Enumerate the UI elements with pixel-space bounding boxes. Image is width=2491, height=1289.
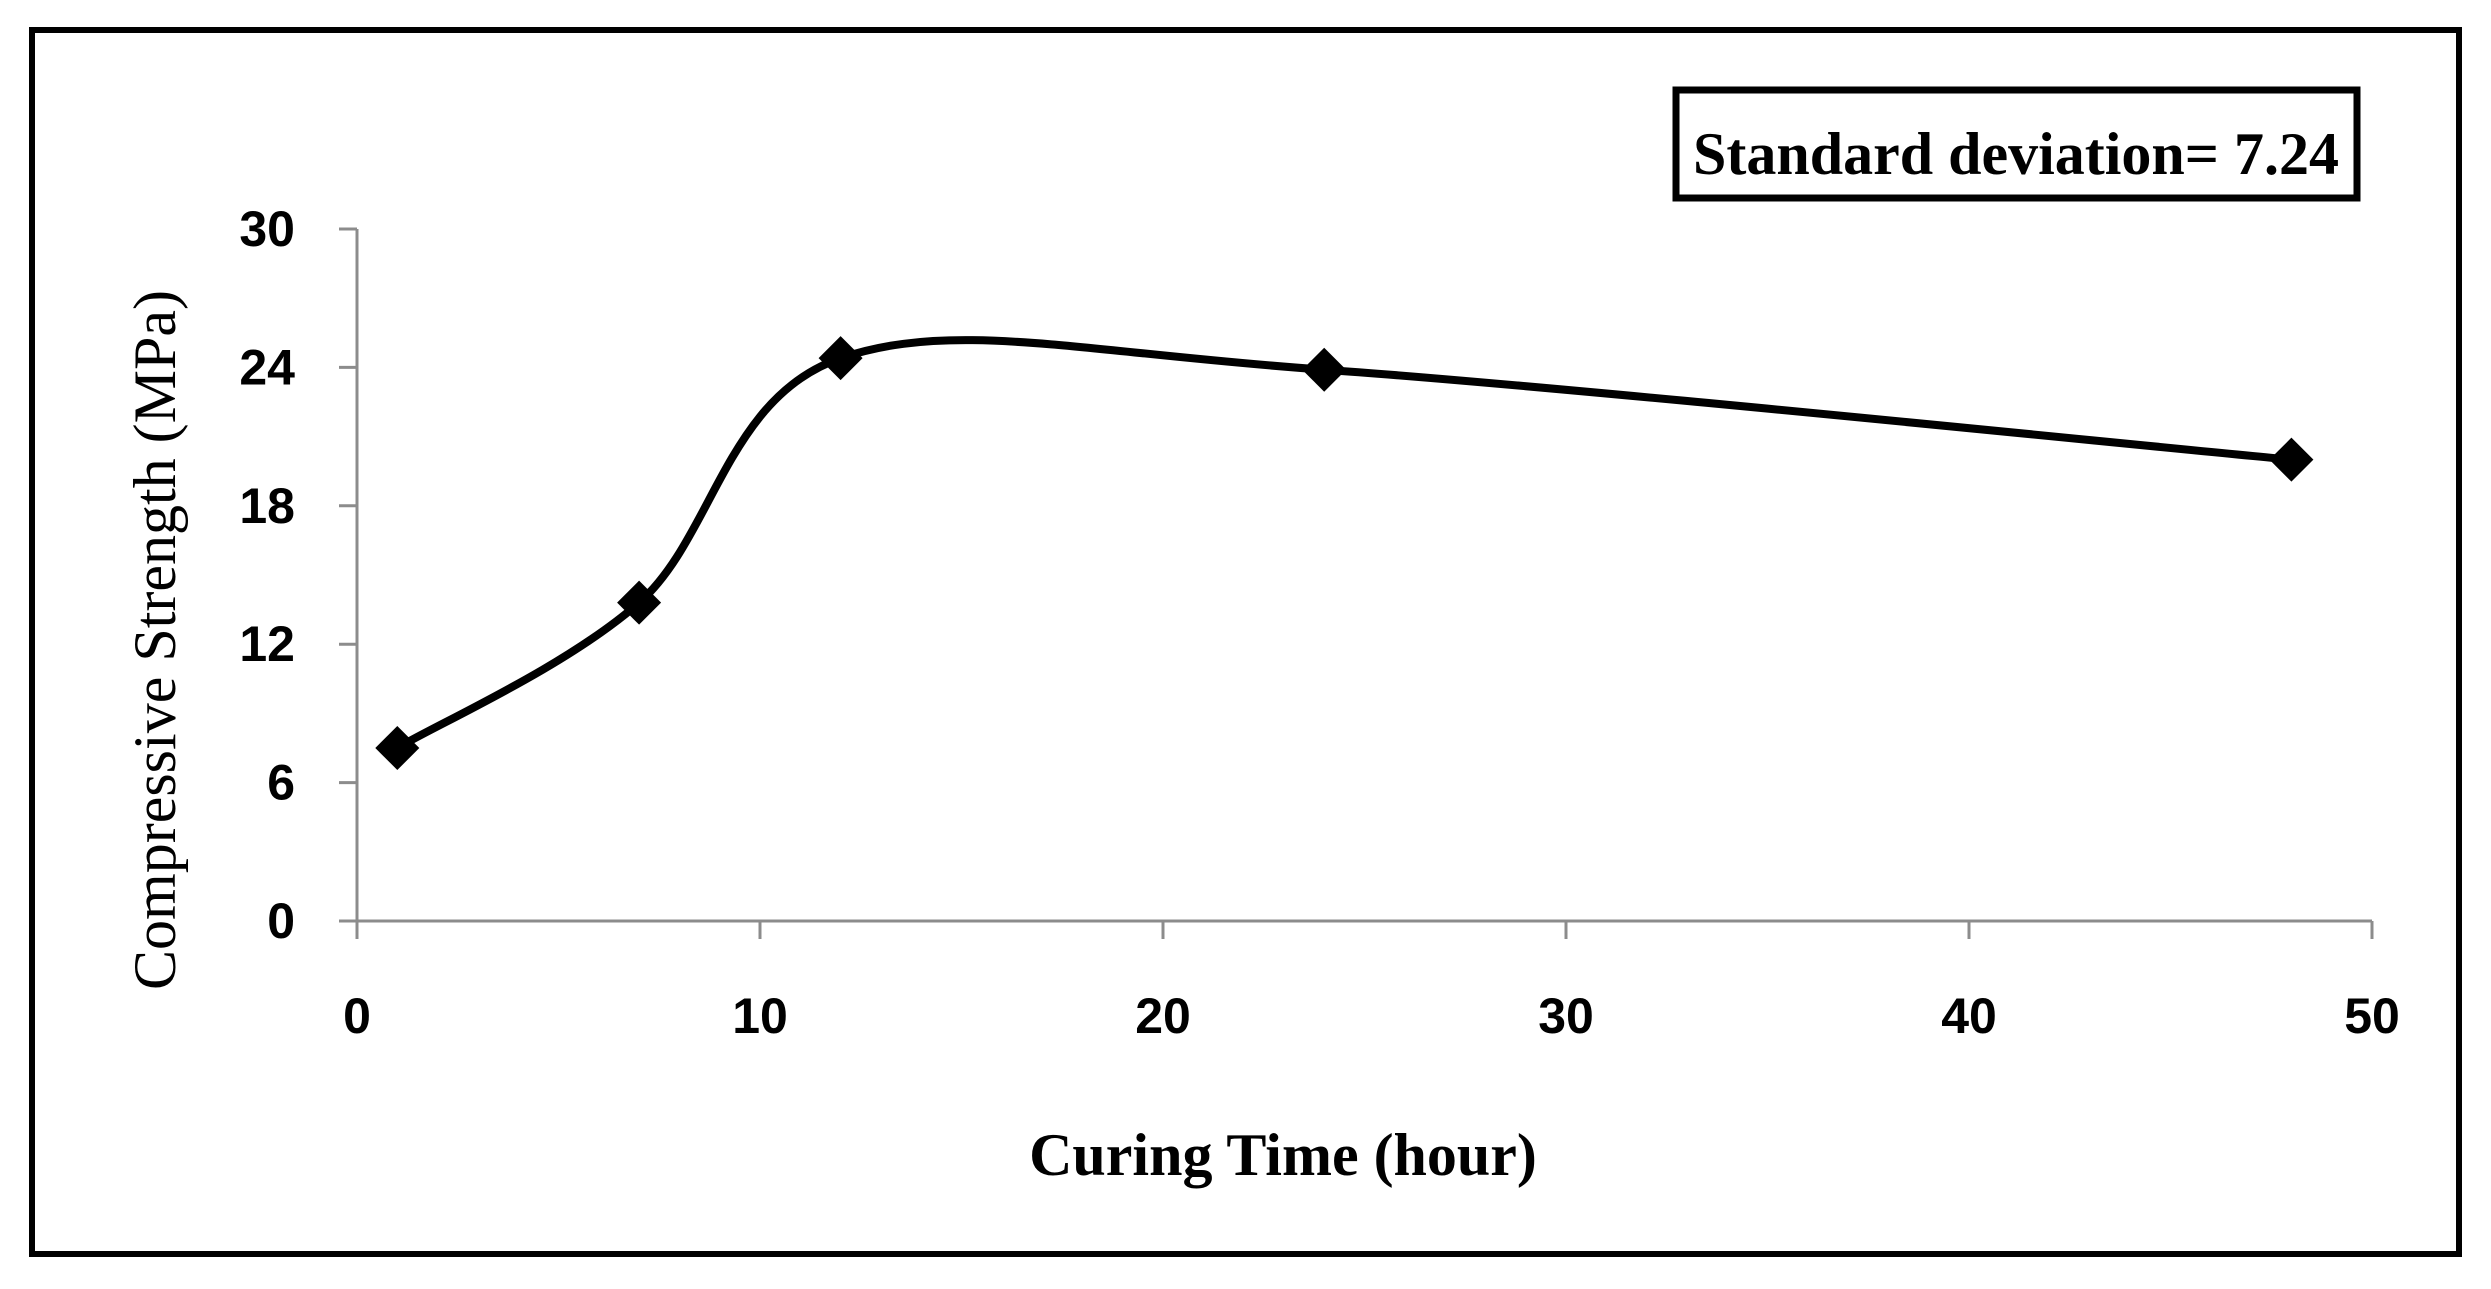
x-axis-title: Curing Time (hour) [1029,1122,1537,1188]
x-tick-label: 30 [1538,988,1594,1044]
x-tick-label: 10 [732,988,788,1044]
data-point-marker [1302,347,1347,392]
axes: 0 6 12 18 24 30 0 10 20 30 40 50 [239,201,2399,1044]
series-layer [375,336,2314,770]
chart-frame [29,27,2462,1257]
x-tick-label: 50 [2344,988,2400,1044]
y-tick-label: 12 [239,616,295,672]
y-tick-label: 24 [239,339,295,395]
series-line [395,336,2292,752]
data-point-marker [617,580,662,625]
y-tick-label: 18 [239,478,295,534]
data-point-marker [818,336,863,381]
y-tick-label: 0 [267,893,295,949]
standard-deviation-label: Standard deviation= 7.24 [1693,121,2339,187]
annotation-box: Standard deviation= 7.24 [1672,86,2361,202]
y-tick-label: 6 [267,755,295,811]
x-tick-label: 40 [1941,988,1997,1044]
y-tick-label: 30 [239,201,295,257]
data-point-marker [2269,437,2314,482]
data-point-marker [375,726,420,770]
x-tick-label: 0 [343,988,371,1044]
x-tick-label: 20 [1135,988,1191,1044]
y-axis-title: Compressive Strength (MPa) [122,290,188,990]
annotation-border [1672,86,2361,202]
